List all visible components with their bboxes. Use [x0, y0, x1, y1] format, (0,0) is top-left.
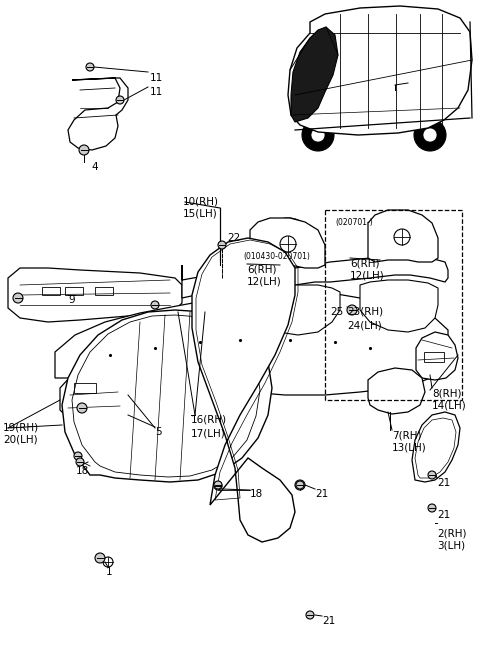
Text: 21: 21 — [322, 616, 335, 626]
Text: (020701-): (020701-) — [335, 218, 373, 227]
Text: 23(RH): 23(RH) — [347, 307, 383, 317]
Circle shape — [296, 481, 304, 489]
Circle shape — [428, 504, 436, 512]
Text: 16(RH): 16(RH) — [191, 415, 227, 425]
Circle shape — [77, 403, 87, 413]
Text: 3(LH): 3(LH) — [437, 541, 465, 551]
Polygon shape — [288, 6, 472, 135]
Circle shape — [306, 611, 314, 619]
Circle shape — [423, 128, 437, 142]
Text: 13(LH): 13(LH) — [392, 443, 427, 453]
Text: 18: 18 — [76, 466, 89, 476]
Text: 21: 21 — [437, 478, 450, 488]
Polygon shape — [368, 368, 425, 414]
Text: 14(LH): 14(LH) — [432, 401, 467, 411]
Bar — [42, 287, 60, 295]
Text: (010430-020701): (010430-020701) — [243, 252, 310, 261]
Bar — [65, 287, 83, 295]
Polygon shape — [360, 280, 438, 332]
Circle shape — [95, 553, 105, 563]
Text: 19(RH): 19(RH) — [3, 422, 39, 432]
Bar — [95, 287, 113, 295]
Text: 5: 5 — [155, 427, 162, 437]
Text: 15(LH): 15(LH) — [183, 209, 218, 219]
Text: 18: 18 — [250, 489, 263, 499]
Text: 8(RH): 8(RH) — [432, 388, 461, 398]
Polygon shape — [68, 78, 128, 150]
Text: 6(RH): 6(RH) — [350, 258, 380, 268]
Text: 21: 21 — [315, 489, 328, 499]
Circle shape — [76, 458, 84, 466]
Text: 21: 21 — [437, 510, 450, 520]
Text: 24(LH): 24(LH) — [347, 320, 382, 330]
Circle shape — [302, 119, 334, 151]
Text: 10(RH): 10(RH) — [183, 196, 219, 206]
Bar — [74, 383, 96, 393]
Polygon shape — [55, 290, 448, 395]
Polygon shape — [368, 210, 438, 262]
Text: 12(LH): 12(LH) — [350, 271, 385, 281]
Polygon shape — [72, 315, 260, 477]
Text: 25: 25 — [330, 307, 343, 317]
Polygon shape — [60, 370, 128, 426]
Polygon shape — [248, 285, 340, 335]
Polygon shape — [192, 238, 295, 542]
Text: 11: 11 — [150, 73, 163, 83]
Circle shape — [414, 119, 446, 151]
Circle shape — [214, 482, 222, 490]
Polygon shape — [416, 332, 458, 380]
Polygon shape — [8, 268, 182, 322]
Text: 12(LH): 12(LH) — [247, 277, 282, 287]
Polygon shape — [62, 310, 272, 482]
Circle shape — [428, 471, 436, 479]
Text: 1: 1 — [106, 567, 113, 577]
Text: 6(RH): 6(RH) — [247, 264, 276, 274]
Circle shape — [74, 452, 82, 460]
Circle shape — [347, 305, 357, 315]
Circle shape — [116, 96, 124, 104]
Text: 20(LH): 20(LH) — [3, 435, 37, 445]
Circle shape — [86, 63, 94, 71]
Polygon shape — [250, 218, 325, 268]
Text: 22: 22 — [227, 233, 240, 243]
Circle shape — [79, 145, 89, 155]
Text: 7(RH): 7(RH) — [392, 430, 421, 440]
Text: 9: 9 — [68, 295, 74, 305]
Circle shape — [218, 241, 226, 249]
Circle shape — [151, 301, 159, 309]
Circle shape — [214, 481, 222, 489]
Bar — [424, 352, 444, 362]
Bar — [325, 210, 462, 400]
Text: 4: 4 — [92, 162, 98, 172]
Text: 2(RH): 2(RH) — [437, 528, 467, 538]
Circle shape — [311, 128, 325, 142]
Polygon shape — [412, 412, 460, 482]
Text: 17(LH): 17(LH) — [191, 428, 226, 438]
Circle shape — [13, 293, 23, 303]
Text: 11: 11 — [150, 87, 163, 97]
Polygon shape — [182, 255, 448, 298]
Polygon shape — [291, 27, 338, 122]
